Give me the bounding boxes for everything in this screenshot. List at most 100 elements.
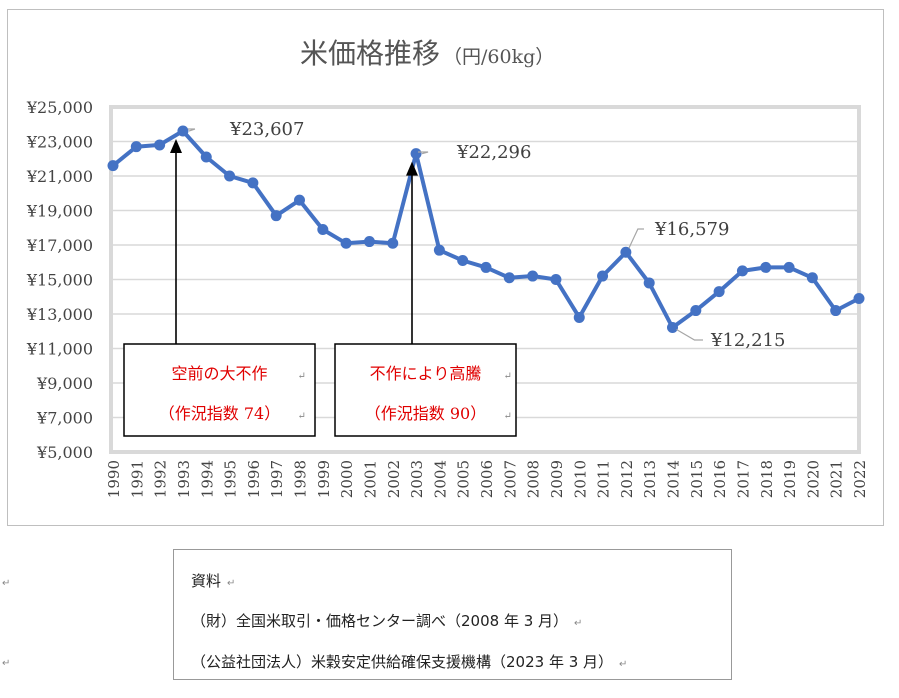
x-tick-label: 2007 <box>501 460 519 498</box>
x-tick-label: 1991 <box>128 460 146 498</box>
paragraph-mark: ↵ <box>574 618 583 629</box>
leader-line <box>188 128 196 132</box>
x-tick-label: 2009 <box>548 460 566 498</box>
data-point <box>550 274 562 285</box>
data-point <box>783 261 795 273</box>
paragraph-mark: ↵ <box>298 411 306 422</box>
data-point <box>270 210 282 222</box>
x-tick-label: 2013 <box>641 460 659 498</box>
data-point <box>806 272 818 284</box>
y-axis-ticks: ¥5,000 ¥7,000 ¥9,000 ¥11,000 ¥13,000 ¥15,000 ¥… <box>26 98 93 462</box>
y-tick-label: ¥11,000 <box>26 340 93 359</box>
paragraph-mark: ↵ <box>619 659 628 670</box>
x-tick-label: 1990 <box>105 460 123 498</box>
x-tick-label: 2017 <box>734 460 752 498</box>
data-point <box>410 148 422 160</box>
callouts: 空前の大不作 ↵ （作況指数 74） ↵ 不作により高騰 ↵ （作況指数 90） ↵ <box>123 139 517 437</box>
data-point <box>503 272 515 284</box>
chart-title-text: 米価格推移 <box>300 37 440 70</box>
x-tick-label: 1992 <box>152 460 170 498</box>
data-point <box>387 237 399 249</box>
x-tick-label: 1996 <box>245 460 263 498</box>
data-point <box>457 255 469 267</box>
x-tick-label: 1993 <box>175 460 193 498</box>
x-tick-label: 1997 <box>268 460 286 498</box>
data-point <box>107 160 119 172</box>
y-tick-label: ¥5,000 <box>36 443 93 462</box>
x-tick-label: 2022 <box>851 460 869 498</box>
data-label: ¥12,215 <box>710 330 785 351</box>
callout-text-2: （作況指数 90） <box>365 404 486 423</box>
chart-frame <box>7 9 884 526</box>
x-tick-label: 2015 <box>688 460 706 498</box>
y-tick-label: ¥25,000 <box>26 98 93 117</box>
y-tick-label: ¥7,000 <box>36 409 93 428</box>
paragraph-mark: ↵ <box>2 578 11 589</box>
data-point <box>667 322 678 334</box>
data-point <box>597 270 609 282</box>
y-tick-label: ¥19,000 <box>26 202 93 221</box>
callout-arrowhead <box>406 161 418 176</box>
leader-line <box>676 329 703 341</box>
data-label: ¥23,607 <box>229 119 304 140</box>
chart-title: 米価格推移 （円/60kg） <box>300 37 554 70</box>
source-line-1-row: （財）全国米取引・価格センター調べ（2008 年 3 月） ↵ <box>191 610 582 631</box>
data-point <box>736 265 748 277</box>
x-tick-label: 2012 <box>618 460 636 498</box>
x-axis-ticks: 1990 1991 1992 1993 1994 1995 1996 1997 1998 1999… <box>105 460 869 498</box>
callout-text-2: （作況指数 74） <box>159 404 280 423</box>
x-tick-label: 2018 <box>758 460 776 498</box>
source-box: 資料 ↵ （財）全国米取引・価格センター調べ（2008 年 3 月） ↵ （公益社団… <box>173 549 732 680</box>
leader-line <box>628 228 644 249</box>
x-tick-label: 2006 <box>478 460 496 498</box>
x-tick-label: 2000 <box>338 460 356 498</box>
paragraph-mark: ↵ <box>2 658 11 669</box>
x-tick-label: 1994 <box>198 460 216 498</box>
data-point <box>317 223 329 235</box>
data-point <box>294 194 305 206</box>
x-tick-label: 2019 <box>781 460 799 498</box>
y-tick-label: ¥13,000 <box>26 305 93 324</box>
callout-arrowhead <box>170 139 182 154</box>
data-point <box>200 151 212 163</box>
data-point <box>690 305 702 317</box>
x-tick-label: 2010 <box>571 460 589 498</box>
y-tick-label: ¥23,000 <box>26 133 93 152</box>
x-tick-label: 2021 <box>828 460 846 498</box>
x-tick-label: 2003 <box>408 460 426 498</box>
data-label: ¥22,296 <box>456 142 531 163</box>
data-label: ¥16,579 <box>654 219 729 240</box>
callout-box <box>123 343 316 437</box>
data-point <box>224 170 236 182</box>
x-tick-label: 2005 <box>455 460 473 498</box>
x-tick-label: 2020 <box>804 460 822 498</box>
data-point <box>480 261 492 273</box>
callout-box <box>334 343 517 437</box>
data-point <box>643 277 655 289</box>
chart-title-unit: （円/60kg） <box>443 46 554 68</box>
x-tick-label: 2002 <box>385 460 403 498</box>
data-point <box>154 139 166 151</box>
data-point <box>760 261 772 273</box>
x-tick-label: 2014 <box>665 460 683 498</box>
source-line-2-row: （公益社団法人）米穀安定供給確保支援機構（2023 年 3 月） ↵ <box>191 651 627 672</box>
leader-line <box>418 151 429 155</box>
source-heading: 資料 <box>191 572 222 590</box>
y-tick-label: ¥9,000 <box>36 374 93 393</box>
x-tick-label: 2016 <box>711 460 729 498</box>
source-heading-row: 資料 ↵ <box>191 570 235 591</box>
data-point <box>340 237 352 249</box>
x-tick-label: 1998 <box>292 460 310 498</box>
callout-text-1: 空前の大不作 <box>171 364 267 383</box>
data-point <box>130 141 142 153</box>
data-point <box>853 292 865 304</box>
price-series <box>107 125 865 334</box>
x-tick-label: 2008 <box>525 460 543 498</box>
data-point <box>830 305 842 317</box>
y-tick-label: ¥21,000 <box>26 167 93 186</box>
data-point <box>620 246 632 258</box>
paragraph-mark: ↵ <box>298 371 306 382</box>
paragraph-mark: ↵ <box>504 411 512 422</box>
callout-text-1: 不作により高騰 <box>370 364 482 383</box>
